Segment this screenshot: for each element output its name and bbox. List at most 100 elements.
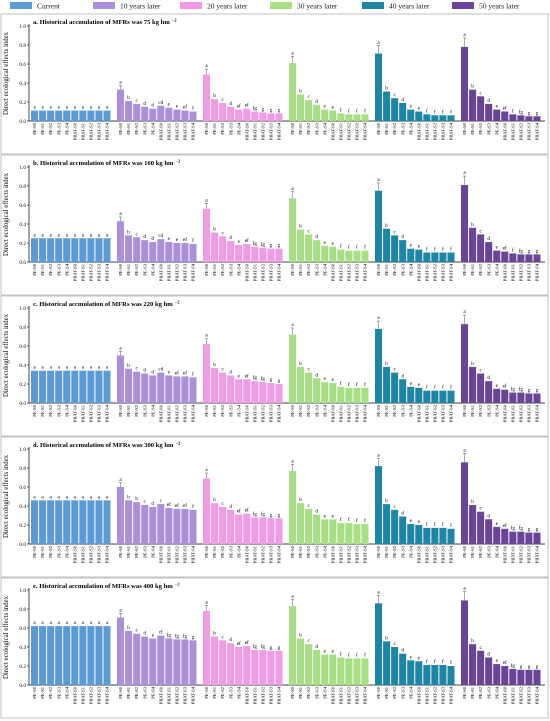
bar (517, 531, 525, 544)
x-tick-label: PBAT-S1 (424, 404, 429, 422)
bar (329, 246, 337, 262)
y-axis-label: Direct ecological effects index (3, 595, 10, 679)
significance-letter: f (356, 244, 358, 251)
bar (525, 669, 533, 685)
panel-title: a. Historical accmulation of MFRs was 75… (33, 18, 177, 27)
y-tick-label: 0.4 (19, 645, 26, 651)
x-tick-label: PBAT-S3 (269, 263, 274, 281)
significance-letter: e (332, 377, 335, 383)
significance-letter: b (385, 498, 388, 504)
x-tick-label: PE-S2 (392, 263, 397, 275)
significance-letter: f (192, 105, 194, 112)
legend-swatch (362, 2, 384, 9)
significance-letter: fg (253, 643, 258, 650)
bar (375, 603, 383, 685)
significance-letter: d (229, 101, 232, 107)
significance-letter: ef (245, 237, 249, 244)
bar (243, 379, 251, 403)
x-tick-label: PE-S4 (150, 404, 155, 416)
x-tick-label: PBAT-S1 (424, 263, 429, 281)
x-tick-label: PE-S0 (376, 545, 381, 557)
significance-letter: a (377, 177, 380, 183)
x-tick-label: PE-S0 (32, 263, 37, 275)
x-tick-label: PE-S1 (212, 263, 217, 275)
significance-letter: f (442, 384, 444, 391)
significance-letter: fg (167, 631, 172, 638)
panel-frame (0, 154, 549, 296)
bar (141, 240, 149, 262)
bar (103, 626, 111, 685)
x-tick-label: PBAT-S4 (449, 263, 454, 281)
significance-letter: fg (511, 662, 516, 669)
significance-letter: g (528, 664, 531, 670)
significance-letter: f (364, 517, 366, 524)
x-tick-label: PBAT-S2 (260, 122, 265, 140)
significance-letter: g (536, 248, 539, 254)
x-tick-label: PBAT-S3 (97, 122, 102, 140)
x-tick-label: PBAT-S0 (330, 686, 335, 704)
significance-letter: f (340, 650, 342, 657)
x-tick-label: PBAT-S3 (183, 545, 188, 563)
bar (235, 647, 243, 685)
x-tick-label: PE-S2 (306, 122, 311, 134)
significance-letter: e (176, 104, 179, 110)
bar (345, 387, 353, 403)
x-tick-label: PBAT-S0 (330, 122, 335, 140)
significance-letter: ef (245, 372, 249, 379)
bar (383, 91, 391, 121)
significance-letter: f (450, 384, 452, 391)
significance-letter: fg (511, 525, 516, 532)
significance-letter: b (127, 625, 130, 631)
x-tick-label: PBAT-S0 (330, 404, 335, 422)
x-tick-label: PBAT-S3 (183, 263, 188, 281)
bar (47, 500, 55, 544)
bar (337, 657, 345, 685)
y-tick-label: 0.2 (19, 241, 26, 247)
bar (71, 370, 79, 403)
panel-frame (0, 295, 549, 437)
significance-letter: a (90, 105, 93, 111)
x-tick-label: PBAT-S3 (269, 686, 274, 704)
x-tick-label: PE-S4 (150, 122, 155, 134)
x-tick-label: PE-S1 (298, 122, 303, 134)
x-tick-label: PE-S4 (408, 122, 413, 134)
panel-e: e. Historical accmulation of MFRs was 40… (0, 577, 549, 719)
significance-letter: c (307, 503, 310, 509)
x-tick-label: PBAT-S3 (269, 545, 274, 563)
bar (165, 107, 173, 121)
bar (71, 626, 79, 685)
x-tick-label: PE-S0 (32, 545, 37, 557)
x-tick-label: PBAT-S0 (158, 686, 163, 704)
x-tick-label: PBAT-S1 (252, 545, 257, 563)
x-tick-label: PE-S4 (494, 545, 499, 557)
significance-letter: ef (237, 103, 241, 110)
bar (375, 190, 383, 262)
x-tick-label: PBAT-S1 (338, 545, 343, 563)
y-tick-label: 0.6 (19, 485, 26, 491)
bar (493, 109, 501, 121)
x-tick-label: PBAT-S1 (424, 686, 429, 704)
bar (149, 242, 157, 262)
bar (477, 234, 485, 262)
significance-letter: a (90, 232, 93, 238)
x-tick-label: PBAT-S2 (346, 263, 351, 281)
significance-letter: g (536, 664, 539, 670)
bar (71, 500, 79, 544)
bar (125, 101, 133, 121)
x-tick-label: PE-S0 (462, 122, 467, 134)
significance-letter: fg (261, 375, 266, 382)
significance-letter: a (90, 494, 93, 500)
legend-label: 40 years later (389, 2, 430, 11)
bar (501, 251, 509, 262)
x-tick-label: PBAT-S2 (88, 122, 93, 140)
bar (525, 116, 533, 121)
y-tick-label: 1.0 (19, 447, 26, 453)
significance-letter: d (315, 234, 318, 240)
bar (251, 381, 259, 403)
bar (477, 511, 485, 544)
bar (415, 111, 423, 121)
bar (275, 248, 283, 262)
bar (533, 254, 541, 262)
significance-letter: g (270, 107, 273, 113)
x-tick-label: PE-S1 (384, 122, 389, 134)
